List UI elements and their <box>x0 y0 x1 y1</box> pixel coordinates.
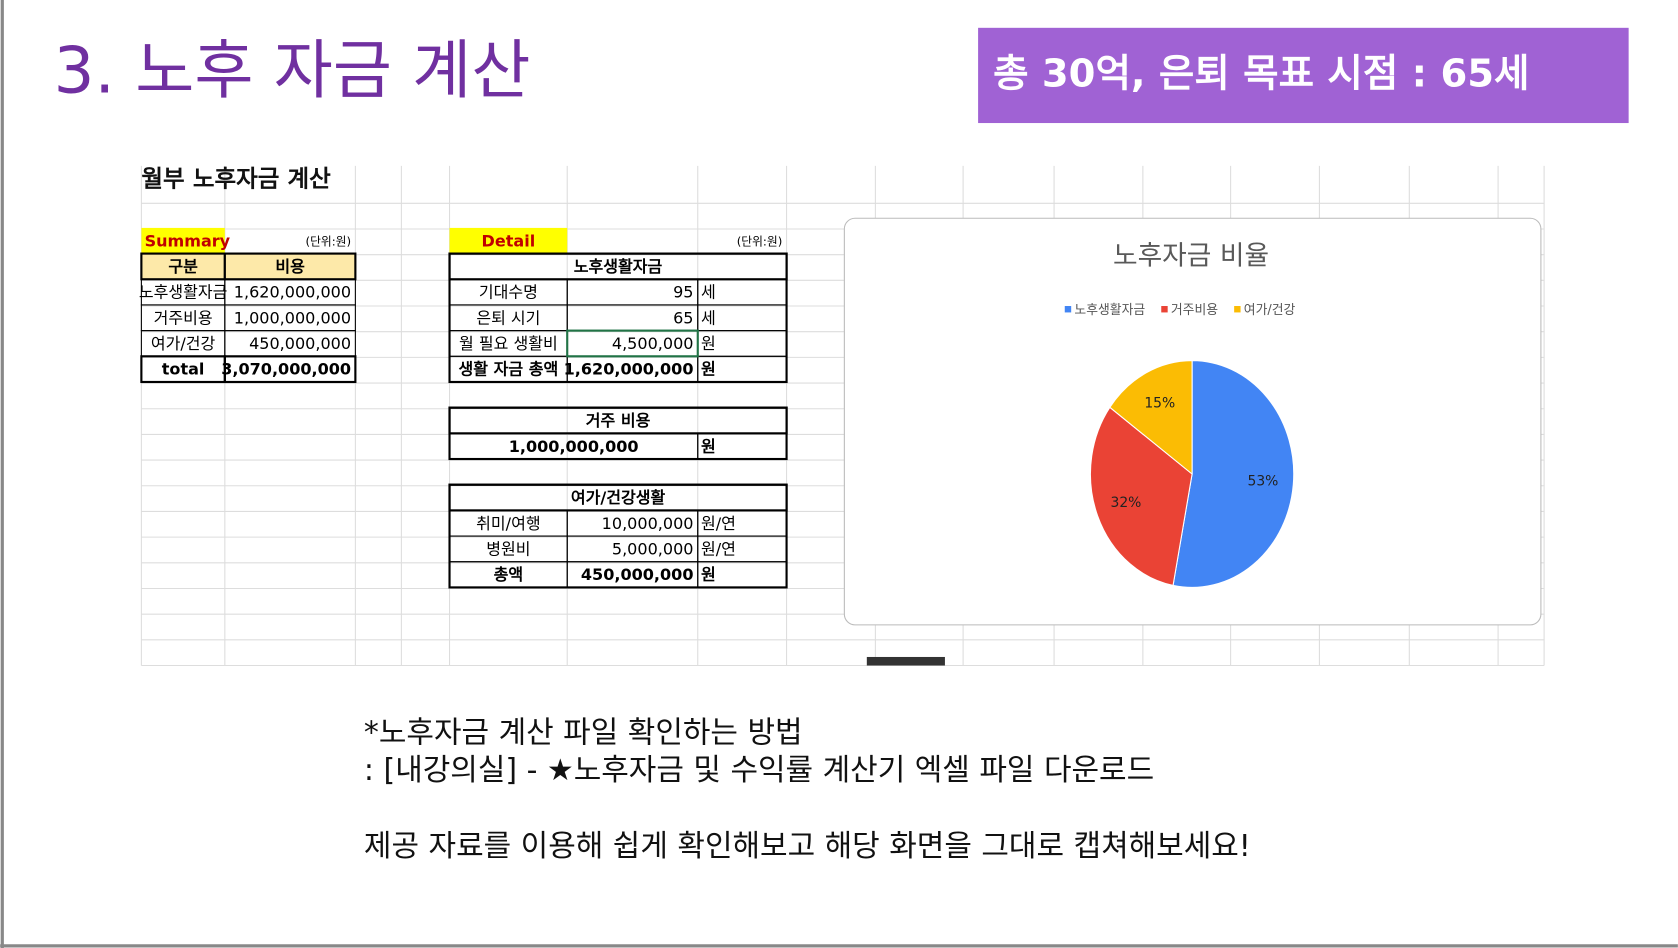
cell <box>223 355 357 384</box>
cell-bg <box>141 253 225 280</box>
legend-swatch <box>1161 306 1168 313</box>
cell-text: 65 <box>673 308 693 327</box>
cell-text: 기대수명 <box>479 283 538 302</box>
table-label: Summary <box>145 231 231 250</box>
cell-text: 5,000,000 <box>612 539 694 558</box>
cell-text: 원 <box>701 360 716 379</box>
section-title: 여가/건강생활 <box>571 488 666 507</box>
data-label: 32% <box>1110 495 1141 511</box>
data-label: 15% <box>1144 395 1175 411</box>
note: 제공 자료를 이용해 쉽게 확인해보고 해당 화면을 그대로 캡쳐해보세요! <box>364 829 1251 864</box>
legend-swatch <box>1234 306 1241 313</box>
cell-text: 1,000,000,000 <box>509 437 639 456</box>
legend-label: 여가/건강 <box>1244 303 1296 318</box>
cell-text: 생활 자금 총액 <box>459 360 559 379</box>
pie-slice <box>1172 360 1295 588</box>
data-label: 53% <box>1247 473 1278 489</box>
section-title: 거주 비용 <box>586 411 651 430</box>
header-cell: 구분 <box>168 257 198 276</box>
cell-text: 원 <box>701 565 716 584</box>
cell-text: 세 <box>701 283 716 302</box>
selected-cell <box>566 329 699 358</box>
slide-title: 3. 노후 자금 계산 <box>54 33 531 108</box>
unit-label: (단위:원) <box>306 234 352 248</box>
banner-box <box>978 27 1629 124</box>
chart-title: 노후자금 비율 <box>1113 240 1269 271</box>
cell-text: 여가/건강 <box>151 334 216 353</box>
cell-bg <box>224 253 356 280</box>
cell-text: 거주비용 <box>154 308 213 327</box>
cell-text: 10,000,000 <box>602 514 694 533</box>
note: *노후자금 계산 파일 확인하는 방법 <box>364 716 803 751</box>
cell-text: 3,070,000,000 <box>221 360 351 379</box>
cell-text: 병원비 <box>486 539 530 558</box>
cell-text: 노후생활자금 <box>139 283 227 302</box>
table-label: Detail <box>482 231 536 250</box>
legend-label: 거주비용 <box>1171 303 1218 318</box>
note: : [내강의실] - ★노후자금 및 수익률 계산기 엑셀 파일 다운로드 <box>364 753 1154 788</box>
cell-text: 원 <box>701 334 716 353</box>
cell-text: 총액 <box>494 565 523 584</box>
cell-text: 월 필요 생활비 <box>459 334 558 353</box>
table-outline <box>448 406 788 461</box>
cell-bg <box>449 227 568 254</box>
cell-text: 은퇴 시기 <box>476 308 540 327</box>
cell-text: total <box>162 360 205 379</box>
sheet-title: 월부 노후자금 계산 <box>141 164 331 192</box>
table-outline <box>448 483 788 589</box>
header-cell: 비용 <box>275 257 305 276</box>
legend-label: 노후생활자금 <box>1074 303 1145 318</box>
cell-text: 450,000,000 <box>581 565 694 584</box>
legend-swatch <box>1064 306 1072 313</box>
cell-text: 1,000,000,000 <box>234 308 351 327</box>
cell-text: 1,620,000,000 <box>564 360 694 379</box>
cell-text: 원/연 <box>701 514 736 533</box>
cell-text: 1,620,000,000 <box>234 283 351 302</box>
scroll-tab <box>866 656 945 666</box>
cell-text: 원/연 <box>701 539 736 558</box>
pie-chart: 53% 32% 15% 노후생활자금 거주비용 여가/건강 <box>1064 303 1296 588</box>
banner-text: 총 30억, 은퇴 목표 시점 : 65세 <box>993 51 1529 96</box>
cell-text: 원 <box>701 437 716 456</box>
pie-slice <box>1109 360 1193 476</box>
pie-slice <box>1089 406 1193 587</box>
cell-text: 95 <box>673 283 693 302</box>
cell-text: 취미/여행 <box>476 514 540 533</box>
cell-bg <box>141 227 225 254</box>
cell-text: 세 <box>701 308 716 327</box>
section-title: 노후생활자금 <box>574 257 663 276</box>
table-outline <box>448 252 788 384</box>
unit-label: (단위:원) <box>737 234 783 248</box>
cell-text: 4,500,000 <box>612 334 694 353</box>
cell-text: 450,000,000 <box>249 334 351 353</box>
